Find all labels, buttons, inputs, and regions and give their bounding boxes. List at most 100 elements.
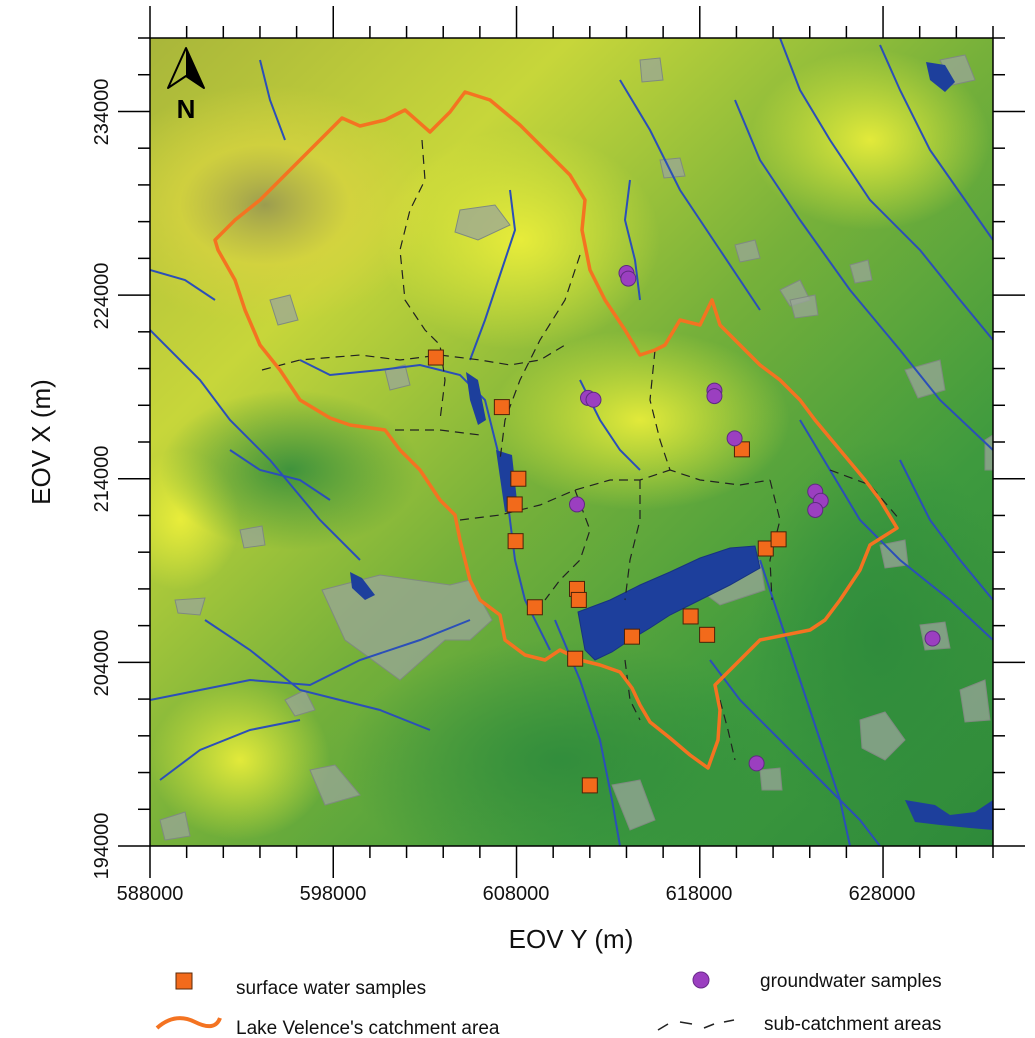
x-tick-label: 598000: [300, 883, 367, 905]
settlement-area: [284, 689, 316, 717]
stream: [709, 659, 881, 846]
settlement-area: [984, 434, 993, 471]
surface-water-sample-point: [427, 349, 444, 366]
legend-surface-water-label: surface water samples: [236, 978, 426, 999]
surface-water-sample-point: [567, 650, 584, 667]
stream: [899, 459, 993, 601]
settlement-area: [639, 57, 664, 83]
groundwater-sample-point: [726, 430, 743, 447]
y-axis: 234000 224000 214000 204000 194000 EOV X…: [26, 79, 113, 880]
north-label: N: [177, 94, 196, 124]
water-body: [905, 800, 993, 830]
stream: [779, 38, 993, 341]
settlement-area: [959, 679, 991, 723]
groundwater-sample-point: [585, 391, 602, 408]
sample-markers: [427, 265, 941, 794]
north-arrow-half: [186, 48, 204, 88]
stream: [159, 719, 301, 781]
settlement-area: [789, 294, 819, 319]
terrain-lowland-south: [340, 640, 780, 846]
x-axis: 588000 598000 608000 618000 628000 EOV Y…: [117, 883, 916, 954]
stream: [469, 189, 517, 361]
sub-catchment-line: [499, 254, 581, 461]
settlement-areas: [159, 54, 993, 841]
groundwater-sample-point: [924, 630, 941, 647]
x-tick-label: 618000: [666, 883, 733, 905]
y-tick-label: 194000: [91, 813, 113, 880]
surface-water-sample-point: [581, 777, 598, 794]
settlement-area: [859, 711, 906, 761]
lake-velence: [577, 545, 761, 661]
stream: [299, 359, 551, 651]
axis-ticks: [118, 6, 1025, 878]
stream: [879, 44, 993, 241]
stream: [229, 449, 331, 501]
y-axis-title: EOV X (m): [26, 379, 56, 505]
surface-water-sample-point: [757, 540, 774, 557]
terrain-hill-northwest: [150, 85, 435, 325]
surface-water-sample-point: [682, 608, 699, 625]
terrain-lowland-southeast: [750, 440, 993, 840]
y-tick-label: 214000: [91, 446, 113, 513]
water-body: [926, 62, 955, 92]
groundwater-sample-point: [748, 755, 765, 772]
stream-network: [150, 38, 993, 846]
legend-groundwater-label: groundwater samples: [760, 971, 942, 992]
stream: [150, 329, 361, 561]
sub-catchment-line: [399, 139, 446, 421]
x-tick-label: 628000: [849, 883, 916, 905]
catchment-boundary: [213, 90, 899, 770]
terrain-hill-central: [380, 130, 660, 350]
legend-catchment-label: Lake Velence's catchment area: [236, 1018, 500, 1038]
water-bodies: [350, 62, 993, 830]
water-body: [466, 372, 486, 425]
settlement-area: [239, 525, 266, 549]
x-tick-label: 588000: [117, 883, 184, 905]
settlement-area: [159, 811, 191, 841]
sub-catchment-line: [624, 480, 641, 601]
stream: [623, 179, 641, 301]
legend-subcatchment-label: sub-catchment areas: [764, 1014, 941, 1035]
groundwater-sample-point: [706, 388, 723, 405]
surface-water-sample-point: [623, 628, 640, 645]
legend-catchment-symbol: [155, 1016, 222, 1030]
y-tick-label: 204000: [91, 630, 113, 697]
stream: [734, 99, 993, 451]
sub-catchment-line: [719, 699, 736, 761]
surface-water-sample-point: [570, 591, 587, 608]
terrain-hill-east: [490, 330, 790, 510]
settlement-area: [849, 259, 873, 284]
settlement-area: [759, 767, 783, 791]
sub-catchment-line: [395, 429, 481, 436]
terrain-hill-southwest: [150, 680, 330, 840]
surface-water-sample-point: [526, 599, 543, 616]
groundwater-sample-point: [620, 270, 637, 287]
legend: surface water samples groundwater sample…: [155, 971, 942, 1038]
settlement-area: [734, 239, 761, 263]
stream: [259, 59, 286, 141]
stream: [150, 269, 216, 301]
surface-water-sample-point: [770, 531, 787, 548]
terrain-hill-northeast: [750, 50, 990, 230]
stream: [759, 559, 851, 846]
map-area: [150, 38, 993, 846]
groundwater-sample-point: [807, 501, 824, 518]
legend-subcatchment-symbol: [657, 1019, 735, 1031]
settlement-area: [611, 779, 656, 831]
x-axis-title: EOV Y (m): [509, 924, 634, 954]
stream: [204, 619, 431, 731]
stream: [150, 619, 471, 701]
groundwater-sample-point: [568, 496, 585, 513]
north-arrow: N: [167, 47, 205, 124]
settlement-area: [321, 574, 493, 681]
surface-water-sample-point: [493, 399, 510, 416]
terrain-lowland-west: [160, 390, 420, 550]
settlement-area: [269, 294, 299, 326]
surface-water-sample-point: [506, 496, 523, 513]
legend-groundwater-symbol: [692, 971, 710, 989]
legend-surface-water-symbol: [175, 972, 193, 990]
water-body: [350, 572, 375, 600]
surface-water-sample-point: [510, 470, 527, 487]
y-tick-label: 234000: [91, 79, 113, 146]
